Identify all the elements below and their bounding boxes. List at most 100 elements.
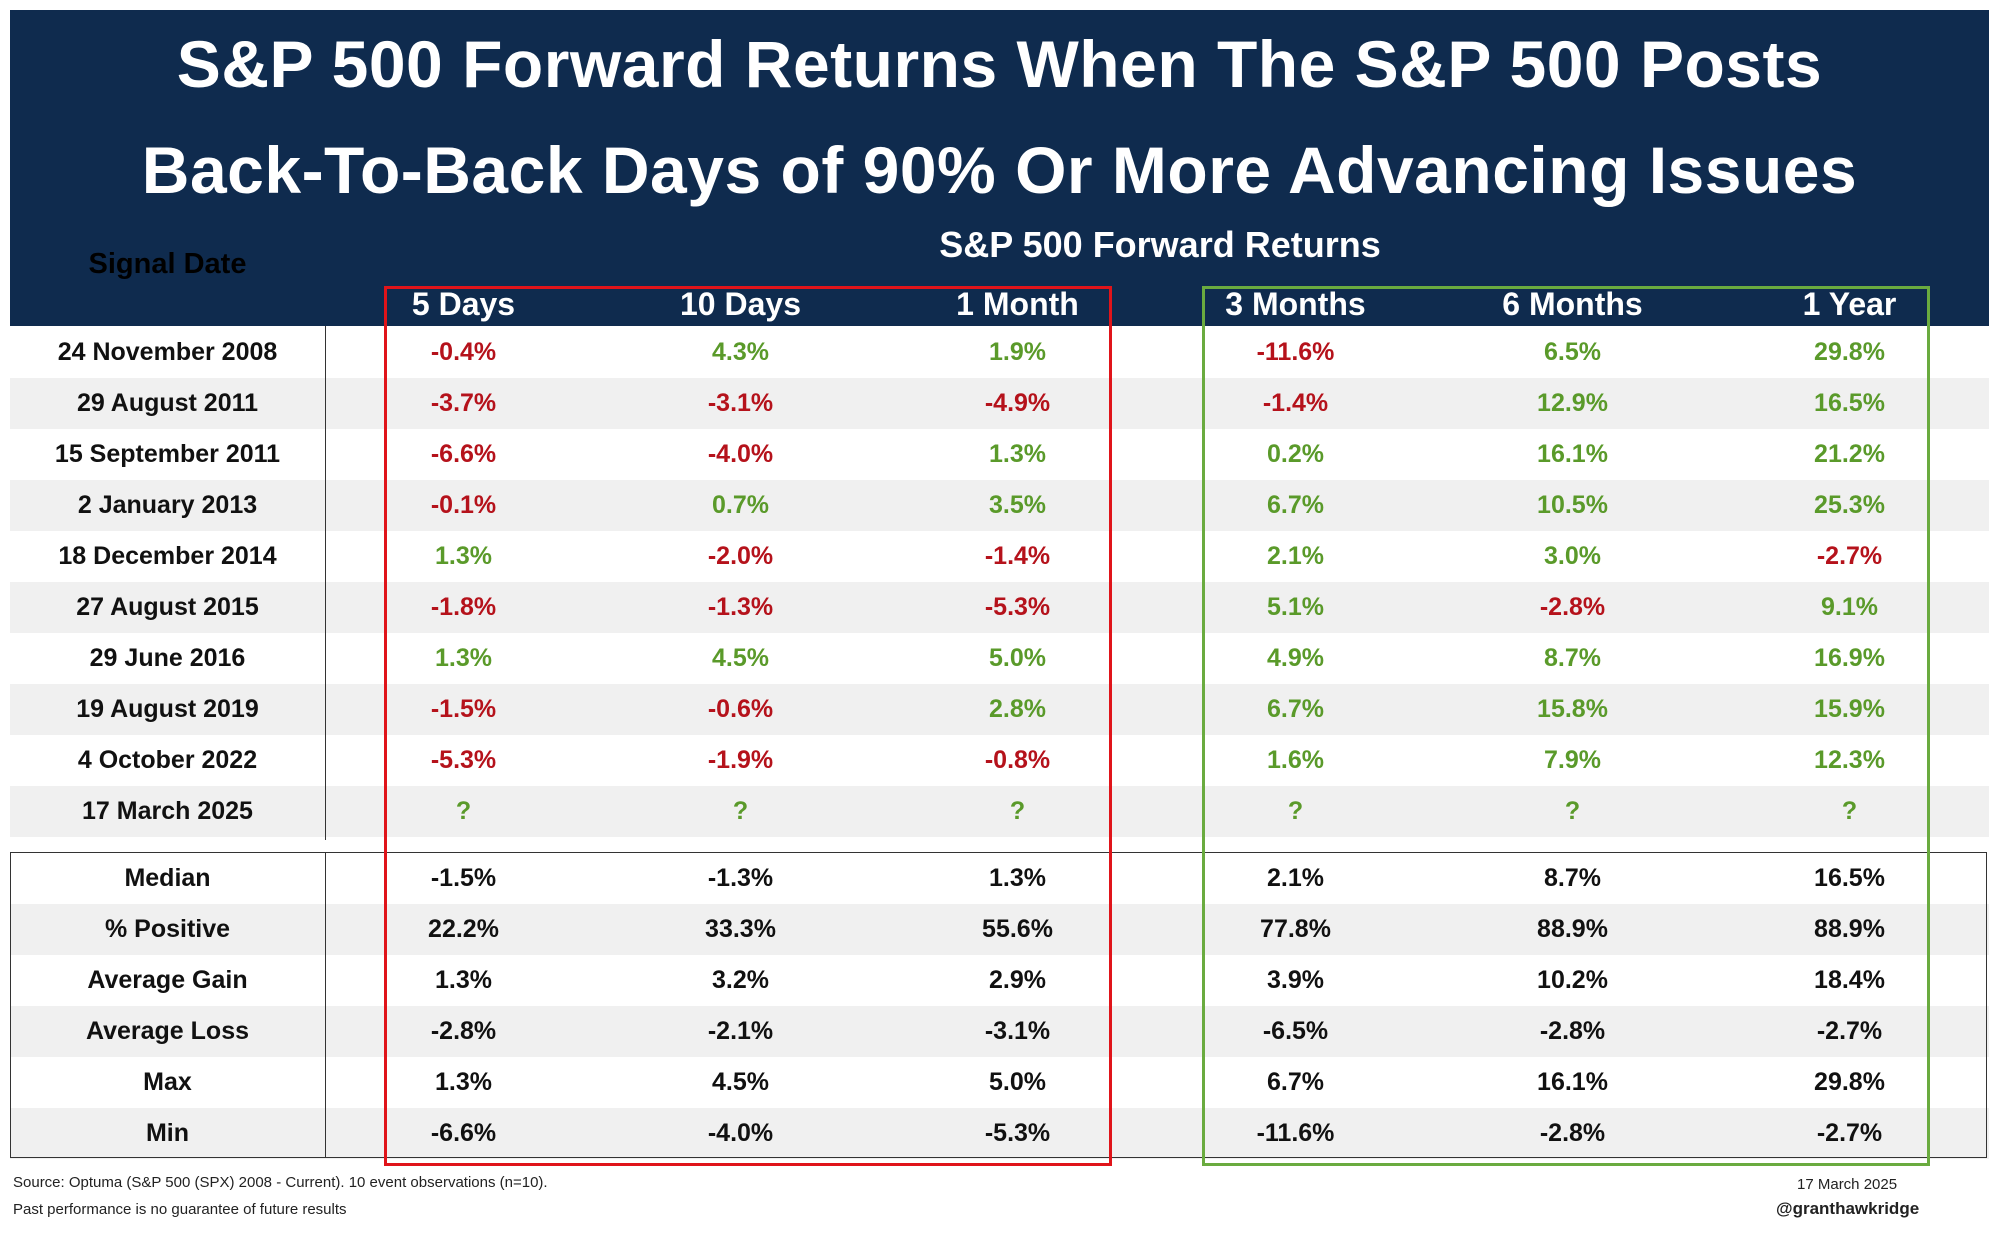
stats-row: % Positive 22.2% 33.3% 55.6% 77.8% 88.9% 88.9% — [10, 904, 1989, 955]
data-cell: -4.0% — [707, 1119, 774, 1147]
data-cell: 6.7% — [1267, 695, 1324, 723]
data-cell: 2.1% — [1267, 864, 1324, 892]
header-banner: S&P 500 Forward Returns When The S&P 500… — [10, 10, 1989, 326]
column-header: 6 Months — [1502, 286, 1643, 322]
data-cell: 3.2% — [712, 966, 769, 994]
data-cell: -1.3% — [707, 593, 774, 621]
row-label: 17 March 2025 — [82, 797, 253, 825]
stats-row: Max 1.3% 4.5% 5.0% 6.7% 16.1% 29.8% — [10, 1057, 1989, 1108]
data-cell: 88.9% — [1537, 915, 1608, 943]
table-row: 18 December 2014 1.3% -2.0% -1.4% 2.1% 3.0% -2… — [10, 531, 1989, 582]
table-row: 19 August 2019 -1.5% -0.6% 2.8% 6.7% 15.8% 15.… — [10, 684, 1989, 735]
data-cell: 15.9% — [1814, 695, 1885, 723]
data-cell: -2.7% — [1816, 1017, 1883, 1045]
data-cell: 3.5% — [989, 491, 1046, 519]
data-cell: 88.9% — [1814, 915, 1885, 943]
data-cell: -5.3% — [430, 746, 497, 774]
row-label: Min — [145, 1119, 190, 1147]
data-cell: ? — [1287, 797, 1304, 825]
data-cell: -2.7% — [1816, 542, 1883, 570]
data-cell: -11.6% — [1256, 338, 1335, 366]
data-cell: 29.8% — [1814, 338, 1885, 366]
stats-row: Min -6.6% -4.0% -5.3% -11.6% -2.8% -2.7% — [10, 1108, 1989, 1159]
data-cell: ? — [1564, 797, 1581, 825]
data-cell: -1.4% — [1262, 389, 1329, 417]
row-label: % Positive — [104, 915, 231, 943]
data-cell: -6.5% — [1262, 1017, 1329, 1045]
data-cell: -2.8% — [1539, 1119, 1606, 1147]
data-cell: 16.5% — [1814, 389, 1885, 417]
data-cell: -3.7% — [430, 389, 497, 417]
data-cell: -6.6% — [430, 440, 497, 468]
data-cell: -5.3% — [984, 1119, 1051, 1147]
row-label: 29 June 2016 — [89, 644, 246, 672]
data-cell: -3.1% — [984, 1017, 1051, 1045]
data-cell: -2.8% — [1539, 1017, 1606, 1045]
data-cell: -5.3% — [984, 593, 1051, 621]
data-cell: 4.5% — [712, 1068, 769, 1096]
source-note: Source: Optuma (S&P 500 (SPX) 2008 - Cur… — [13, 1174, 548, 1191]
data-cell: 6.7% — [1267, 1068, 1324, 1096]
data-cell: -4.9% — [984, 389, 1051, 417]
data-cell: -1.8% — [430, 593, 497, 621]
data-cell: -1.3% — [707, 864, 774, 892]
data-cell: 25.3% — [1814, 491, 1885, 519]
data-cell: 77.8% — [1260, 915, 1331, 943]
data-cell: 55.6% — [982, 915, 1053, 943]
column-header: 1 Year — [1802, 286, 1897, 322]
data-cell: 10.5% — [1537, 491, 1608, 519]
data-cell: 12.3% — [1814, 746, 1885, 774]
data-cell: 8.7% — [1544, 644, 1601, 672]
table-row: 29 June 2016 1.3% 4.5% 5.0% 4.9% 8.7% 16.9% — [10, 633, 1989, 684]
data-cell: -11.6% — [1256, 1119, 1335, 1147]
data-cell: -0.6% — [707, 695, 774, 723]
data-cell: 1.6% — [1267, 746, 1324, 774]
table-subtitle: S&P 500 Forward Returns — [939, 224, 1381, 265]
column-header: 5 Days — [411, 286, 516, 322]
row-label: Median — [124, 864, 211, 892]
data-cell: 1.3% — [989, 440, 1046, 468]
row-label: 27 August 2015 — [76, 593, 259, 621]
data-cell: 29.8% — [1814, 1068, 1885, 1096]
data-cell: 6.5% — [1544, 338, 1601, 366]
data-cell: -2.7% — [1816, 1119, 1883, 1147]
data-cell: 15.8% — [1537, 695, 1608, 723]
data-cell: -2.1% — [707, 1017, 774, 1045]
data-cell: 16.1% — [1537, 1068, 1608, 1096]
data-cell: 7.9% — [1544, 746, 1601, 774]
table-row: 24 November 2008 -0.4% 4.3% 1.9% -11.6% 6.5% 2… — [10, 327, 1989, 378]
stats-row: Average Gain 1.3% 3.2% 2.9% 3.9% 10.2% 18.4% — [10, 955, 1989, 1006]
data-cell: 4.9% — [1267, 644, 1324, 672]
data-cell: 21.2% — [1814, 440, 1885, 468]
row-label: Average Loss — [85, 1017, 250, 1045]
data-cell: -3.1% — [707, 389, 774, 417]
table-row: 15 September 2011 -6.6% -4.0% 1.3% 0.2% 16.1%… — [10, 429, 1989, 480]
data-cell: 0.7% — [712, 491, 769, 519]
data-cell: 1.9% — [989, 338, 1046, 366]
row-label: 24 November 2008 — [57, 338, 278, 366]
data-cell: -2.0% — [707, 542, 774, 570]
data-cell: -6.6% — [430, 1119, 497, 1147]
data-cell: -1.5% — [430, 864, 497, 892]
data-cell: 3.0% — [1544, 542, 1601, 570]
column-header: 3 Months — [1225, 286, 1366, 322]
data-cell: 18.4% — [1814, 966, 1885, 994]
data-cell: 22.2% — [428, 915, 499, 943]
data-cell: 3.9% — [1267, 966, 1324, 994]
data-cell: -1.9% — [707, 746, 774, 774]
data-cell: 1.3% — [435, 542, 492, 570]
row-label: 19 August 2019 — [76, 695, 259, 723]
data-cell: 1.3% — [435, 644, 492, 672]
table-row: 17 March 2025?????? — [10, 786, 1989, 837]
table-row: 27 August 2015 -1.8% -1.3% -5.3% 5.1% -2.8% 9.… — [10, 582, 1989, 633]
data-cell: ? — [1841, 797, 1858, 825]
author-handle: @granthawkridge — [1776, 1199, 1920, 1218]
data-cell: 16.9% — [1814, 644, 1885, 672]
table-row: 4 October 2022 -5.3% -1.9% -0.8% 1.6% 7.9% 12.… — [10, 735, 1989, 786]
data-cell: 2.8% — [989, 695, 1046, 723]
data-cell: 6.7% — [1267, 491, 1324, 519]
title-line-2: Back-To-Back Days of 90% Or More Advanci… — [141, 133, 1858, 207]
stats-row: Median -1.5% -1.3% 1.3% 2.1% 8.7% 16.5% — [10, 853, 1989, 904]
signal-date-header: Signal Date — [88, 248, 247, 280]
row-label: 4 October 2022 — [77, 746, 258, 774]
